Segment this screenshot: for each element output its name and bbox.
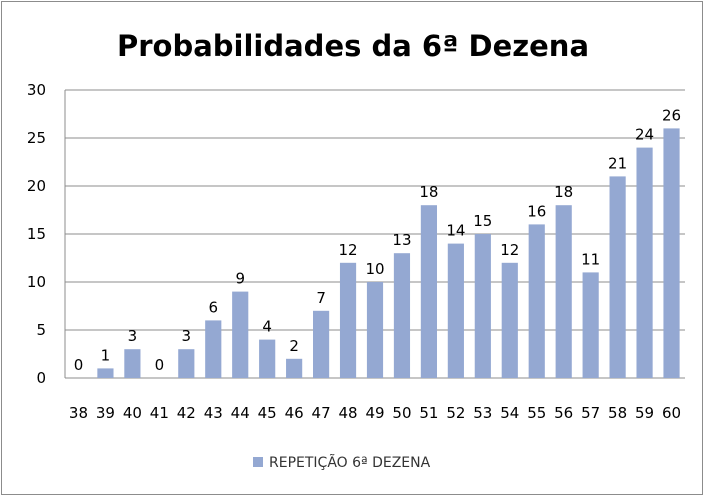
x-tick-label: 49 bbox=[365, 404, 384, 422]
data-label: 7 bbox=[316, 289, 326, 307]
x-tick-label: 60 bbox=[662, 404, 681, 422]
x-tick-label: 45 bbox=[258, 404, 277, 422]
y-tick-label: 20 bbox=[27, 177, 46, 195]
data-label: 3 bbox=[182, 327, 192, 345]
data-label: 11 bbox=[581, 250, 600, 268]
bar bbox=[124, 349, 141, 378]
y-tick-label: 10 bbox=[27, 273, 46, 291]
bar bbox=[636, 147, 653, 378]
bar bbox=[555, 205, 572, 378]
data-label: 13 bbox=[392, 231, 411, 249]
x-tick-label: 53 bbox=[473, 404, 492, 422]
x-tick-label: 54 bbox=[500, 404, 519, 422]
legend-swatch bbox=[253, 457, 263, 467]
bar bbox=[501, 262, 518, 378]
x-axis-ticks: 38 39 40 41 42 43 44 45 46 47 48 49 50 51 52 53 54 55 56 57… bbox=[69, 404, 681, 422]
data-label: 12 bbox=[500, 241, 519, 259]
bar bbox=[205, 320, 222, 378]
x-tick-label: 43 bbox=[204, 404, 223, 422]
bars bbox=[97, 128, 680, 378]
data-label: 10 bbox=[365, 260, 384, 278]
bar bbox=[609, 176, 626, 378]
y-tick-label: 15 bbox=[27, 225, 46, 243]
x-tick-label: 59 bbox=[635, 404, 654, 422]
bar bbox=[286, 358, 303, 378]
data-label: 0 bbox=[155, 356, 165, 374]
x-tick-label: 39 bbox=[96, 404, 115, 422]
bar bbox=[232, 291, 249, 378]
legend-label: REPETIÇÃO 6ª DEZENA bbox=[269, 454, 431, 471]
chart-title: Probabilidades da 6ª Dezena bbox=[117, 29, 589, 63]
bar bbox=[97, 368, 114, 378]
data-label: 21 bbox=[608, 154, 627, 172]
bar bbox=[447, 243, 464, 378]
bar bbox=[582, 272, 599, 378]
x-tick-label: 41 bbox=[150, 404, 169, 422]
legend: REPETIÇÃO 6ª DEZENA bbox=[253, 454, 431, 471]
x-tick-label: 47 bbox=[312, 404, 331, 422]
bar bbox=[339, 262, 357, 378]
data-label: 3 bbox=[128, 327, 138, 345]
bar bbox=[474, 234, 491, 378]
data-label: 2 bbox=[289, 337, 299, 355]
data-label: 0 bbox=[74, 356, 84, 374]
data-label: 1 bbox=[101, 346, 111, 364]
y-tick-label: 5 bbox=[36, 321, 46, 339]
gridlines bbox=[64, 89, 685, 379]
data-label: 26 bbox=[662, 106, 681, 124]
data-label: 18 bbox=[419, 183, 438, 201]
y-tick-label: 25 bbox=[27, 129, 46, 147]
x-tick-label: 42 bbox=[177, 404, 196, 422]
data-label: 12 bbox=[338, 241, 357, 259]
x-tick-label: 50 bbox=[392, 404, 411, 422]
data-label: 4 bbox=[262, 318, 272, 336]
x-tick-label: 56 bbox=[554, 404, 573, 422]
x-tick-label: 55 bbox=[527, 404, 546, 422]
data-label: 24 bbox=[635, 126, 654, 144]
data-label: 14 bbox=[446, 222, 465, 240]
data-label: 16 bbox=[527, 202, 546, 220]
bar bbox=[528, 224, 545, 378]
x-tick-label: 38 bbox=[69, 404, 88, 422]
x-tick-label: 46 bbox=[285, 404, 304, 422]
bar bbox=[259, 339, 276, 378]
data-label: 15 bbox=[473, 212, 492, 230]
data-label: 9 bbox=[235, 270, 245, 288]
y-tick-label: 30 bbox=[27, 81, 46, 99]
x-tick-label: 57 bbox=[581, 404, 600, 422]
data-label: 6 bbox=[208, 298, 218, 316]
bar bbox=[393, 253, 411, 378]
x-tick-label: 51 bbox=[419, 404, 438, 422]
x-tick-label: 44 bbox=[231, 404, 250, 422]
bar bbox=[663, 128, 680, 378]
bar bbox=[313, 310, 330, 378]
y-axis-ticks: 0 5 10 15 20 25 30 bbox=[27, 81, 46, 387]
bar bbox=[366, 282, 384, 378]
x-tick-label: 58 bbox=[608, 404, 627, 422]
bar bbox=[420, 205, 437, 378]
bar bbox=[178, 349, 195, 378]
x-tick-label: 52 bbox=[446, 404, 465, 422]
y-tick-label: 0 bbox=[36, 369, 46, 387]
data-label: 18 bbox=[554, 183, 573, 201]
x-tick-label: 40 bbox=[123, 404, 142, 422]
x-tick-label: 48 bbox=[338, 404, 357, 422]
